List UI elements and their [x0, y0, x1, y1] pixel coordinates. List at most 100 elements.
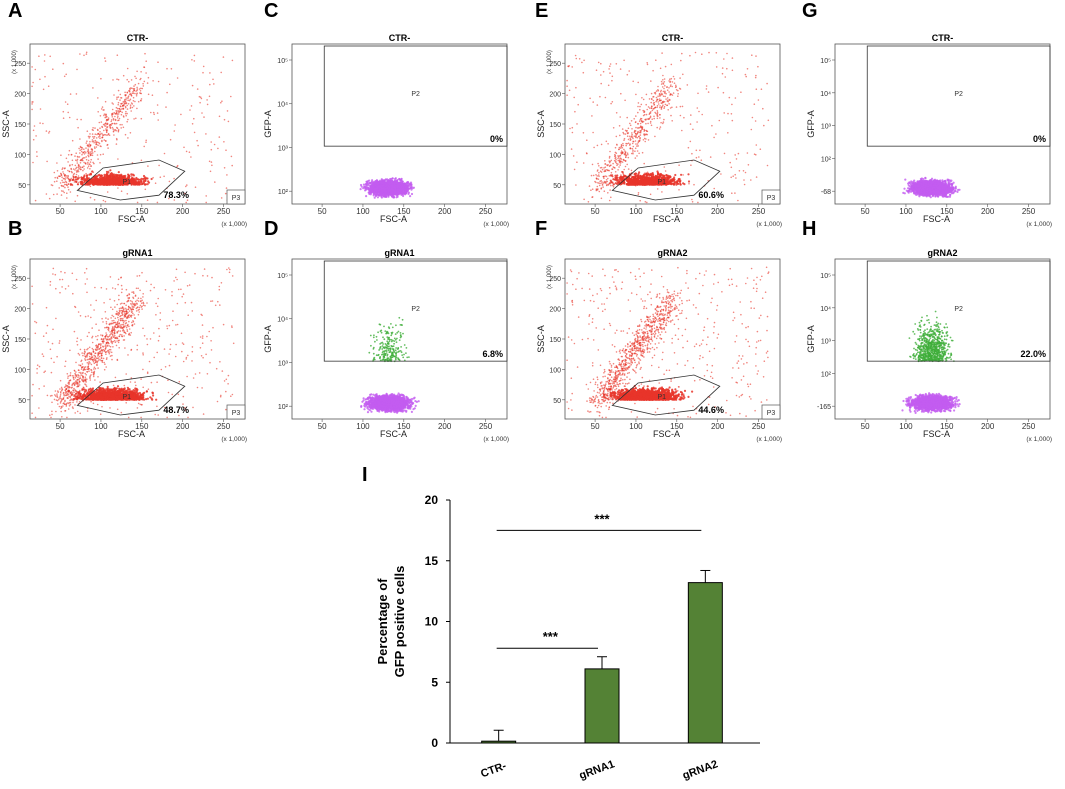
event-dot: [89, 185, 92, 188]
event-dot: [117, 96, 120, 98]
event-dot: [70, 391, 73, 393]
event-dot: [217, 147, 219, 150]
event-dot: [124, 183, 127, 186]
event-dot: [107, 318, 109, 320]
event-dot: [129, 334, 132, 336]
event-dot: [136, 303, 138, 305]
event-dot: [95, 141, 98, 143]
event-dot: [180, 288, 182, 291]
event-dot: [128, 310, 131, 312]
event-dot: [72, 175, 74, 177]
event-dot: [225, 408, 227, 411]
event-dot: [55, 317, 57, 320]
event-dot: [138, 306, 141, 309]
event-dot: [120, 284, 123, 287]
event-dot: [111, 326, 114, 328]
event-dot: [111, 108, 114, 111]
event-dot: [87, 152, 90, 155]
event-dot: [133, 87, 136, 90]
event-dot: [76, 382, 79, 385]
event-dot: [117, 183, 120, 186]
event-dot: [119, 303, 122, 305]
event-dots: [31, 267, 235, 419]
event-dot: [109, 126, 112, 129]
event-dot: [76, 380, 78, 382]
event-dot: [128, 320, 130, 323]
event-dot: [95, 345, 97, 347]
event-dot: [223, 141, 225, 143]
event-dot: [92, 373, 95, 375]
event-dot: [119, 324, 122, 326]
event-dot: [206, 373, 209, 375]
event-dot: [102, 321, 104, 323]
event-dot: [117, 129, 120, 131]
event-dot: [76, 344, 79, 346]
event-dot: [212, 326, 214, 329]
event-dot: [107, 118, 109, 121]
event-dot: [140, 98, 143, 100]
event-dot: [90, 371, 93, 373]
event-dot: [118, 110, 120, 112]
event-dot: [106, 385, 109, 388]
event-dot: [89, 135, 91, 138]
event-dot: [123, 331, 126, 333]
event-dot: [81, 366, 83, 369]
event-dot: [92, 402, 95, 405]
plot-title: CTR-: [389, 33, 411, 43]
event-dot: [56, 170, 59, 172]
event-dot: [52, 328, 54, 331]
event-dot: [62, 177, 65, 180]
event-dot: [90, 158, 92, 161]
event-dot: [117, 115, 119, 117]
event-dot: [105, 366, 107, 368]
event-dot: [69, 183, 72, 186]
event-dot: [124, 394, 127, 397]
event-dot: [91, 335, 94, 338]
event-dot: [101, 334, 104, 337]
event-dot: [89, 387, 92, 390]
event-dot: [128, 93, 131, 96]
event-dot: [120, 387, 123, 390]
event-dot: [95, 142, 98, 145]
event-dot: [99, 153, 102, 156]
event-dot: [114, 113, 117, 115]
event-dot: [130, 93, 132, 96]
event-dot: [133, 304, 135, 306]
event-dot: [140, 416, 142, 419]
event-dot: [64, 288, 67, 290]
event-dot: [60, 400, 62, 403]
event-dot: [73, 330, 76, 333]
event-dot: [205, 195, 207, 197]
event-dot: [76, 183, 79, 185]
event-dot: [191, 360, 193, 362]
event-dot: [131, 162, 134, 164]
event-dot: [156, 112, 159, 114]
event-dot: [103, 173, 106, 176]
event-dot: [170, 408, 173, 410]
event-dot: [77, 311, 80, 313]
event-dot: [36, 364, 39, 366]
event-dot: [98, 329, 100, 331]
event-dot: [111, 114, 113, 116]
event-dot: [116, 312, 118, 315]
event-dot: [145, 141, 147, 143]
event-dot: [176, 278, 178, 281]
event-dot: [78, 371, 80, 374]
event-dot: [122, 328, 125, 331]
event-dot: [83, 390, 86, 393]
event-dot: [95, 335, 97, 338]
event-dot: [168, 364, 171, 367]
event-dot: [109, 173, 112, 175]
event-dot: [91, 128, 94, 131]
event-dot: [125, 304, 127, 306]
event-dot: [113, 332, 116, 335]
event-dot: [167, 379, 169, 381]
event-dot: [108, 345, 110, 347]
event-dot: [134, 75, 136, 78]
event-dot: [147, 165, 149, 167]
event-dot: [126, 120, 128, 123]
event-dot: [127, 305, 130, 308]
event-dot: [93, 141, 95, 144]
event-dot: [89, 163, 91, 166]
x-axis-label: FSC-A: [118, 214, 145, 224]
